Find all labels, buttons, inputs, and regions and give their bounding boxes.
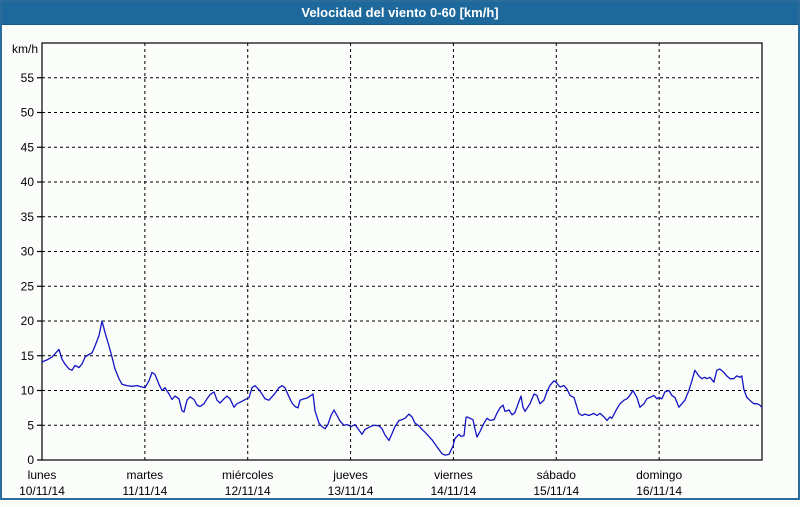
y-axis-unit-label: km/h bbox=[12, 42, 38, 56]
y-tick-label: 40 bbox=[21, 175, 35, 189]
y-tick-label: 50 bbox=[21, 106, 35, 120]
y-tick-label: 25 bbox=[21, 279, 35, 293]
x-date-label: 11/11/14 bbox=[122, 484, 167, 498]
y-tick-label: 20 bbox=[21, 314, 35, 328]
x-day-label: martes bbox=[127, 468, 164, 482]
wind-speed-line bbox=[42, 321, 762, 455]
y-tick-label: 55 bbox=[21, 71, 35, 85]
wind-speed-chart: 0 5 10 15 20 25 30 35 40 45 50 55 km/h lunes 10/11/14 m… bbox=[2, 2, 798, 498]
y-tick-label: 35 bbox=[21, 210, 35, 224]
y-tick-label: 10 bbox=[21, 384, 35, 398]
y-tick-label: 30 bbox=[21, 245, 35, 259]
x-date-label: 13/11/14 bbox=[328, 484, 374, 498]
x-day-label: viernes bbox=[434, 468, 473, 482]
x-date-label: 10/11/14 bbox=[19, 484, 65, 498]
x-day-label: miércoles bbox=[222, 468, 273, 482]
y-tick-label: 5 bbox=[27, 418, 34, 432]
x-day-label: sábado bbox=[537, 468, 577, 482]
y-tick-label: 15 bbox=[21, 349, 35, 363]
y-tick-label: 0 bbox=[27, 453, 34, 467]
chart-canvas: 0 5 10 15 20 25 30 35 40 45 50 55 km/h lunes 10/11/14 m… bbox=[2, 2, 800, 502]
window-frame: Velocidad del viento 0-60 [km/h] 0510152… bbox=[0, 0, 800, 500]
x-date-label: 16/11/14 bbox=[636, 484, 682, 498]
x-date-label: 14/11/14 bbox=[431, 484, 477, 498]
x-day-label: lunes bbox=[28, 468, 57, 482]
x-date-label: 12/11/14 bbox=[225, 484, 271, 498]
x-day-label: jueves bbox=[332, 468, 368, 482]
y-tick-label: 45 bbox=[21, 140, 35, 154]
x-day-label: domingo bbox=[636, 468, 682, 482]
x-date-label: 15/11/14 bbox=[533, 484, 579, 498]
